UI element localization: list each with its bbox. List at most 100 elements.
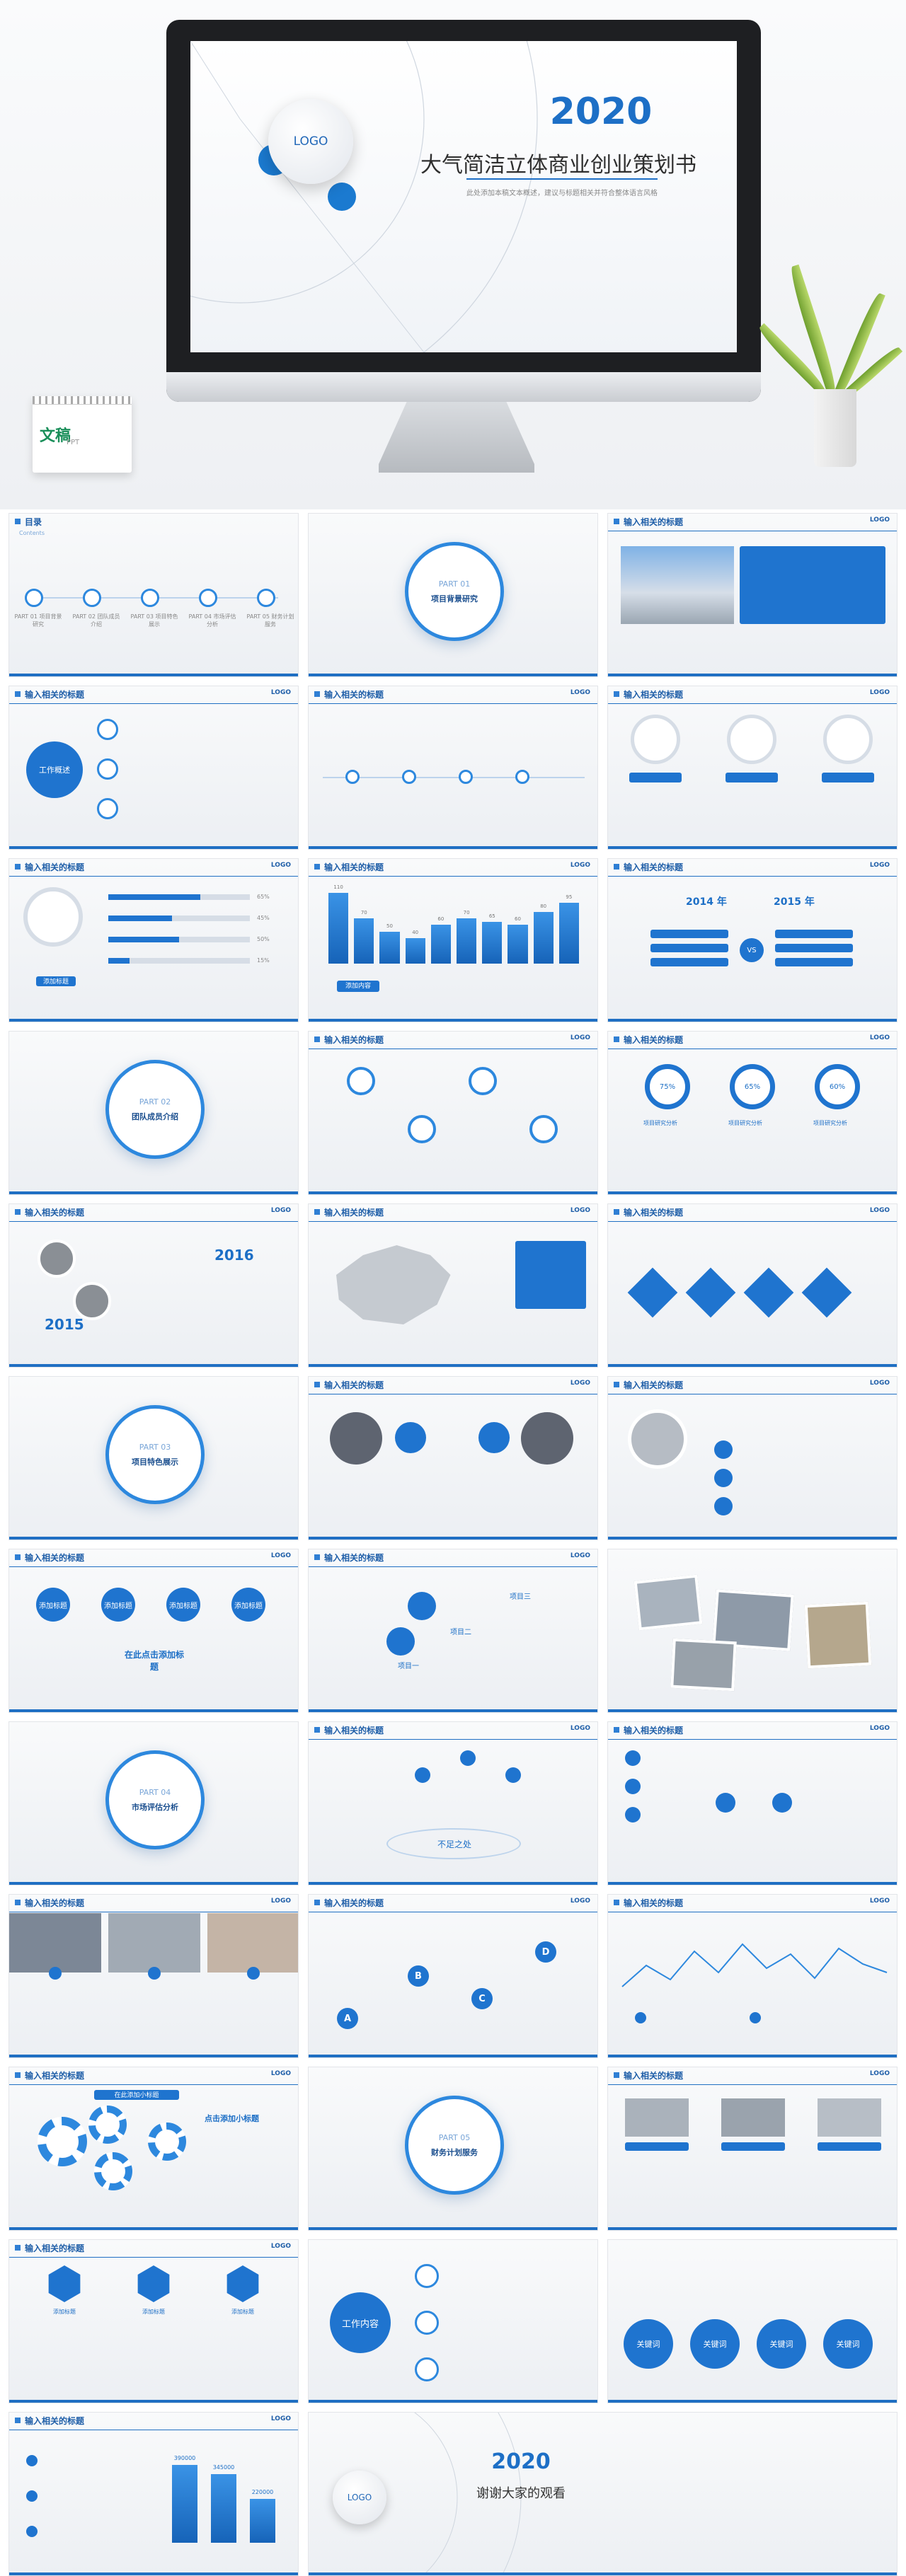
slide-work-photos[interactable]: 输入相关的标题 LOGO [8, 1894, 299, 2058]
slide-abcd[interactable]: 输入相关的标题 LOGO A B C D [308, 1894, 598, 2058]
slide-gallery[interactable] [607, 1549, 898, 1713]
slide-globe[interactable]: 输入相关的标题 LOGO [607, 1376, 898, 1540]
slide-part-05[interactable]: PART 05 财务计划服务 [308, 2067, 598, 2231]
list-marker[interactable] [714, 1469, 733, 1487]
add-title-circle[interactable]: 添加标题 [36, 1588, 70, 1622]
feature-icon[interactable] [408, 1115, 436, 1143]
feature-badge[interactable] [395, 1422, 426, 1453]
slide-timeline[interactable]: 输入相关的标题 LOGO 2016 2015 [8, 1203, 299, 1368]
oval-node[interactable] [460, 1750, 476, 1766]
robot-name-tag[interactable] [629, 773, 682, 782]
keyword-circle[interactable]: 关键词 [690, 2319, 740, 2369]
slide-building[interactable]: 输入相关的标题 LOGO [607, 513, 898, 677]
diamond-card[interactable] [627, 1267, 678, 1318]
columns-button[interactable]: 添加内容 [337, 981, 379, 992]
add-title-circle[interactable]: 添加标题 [101, 1588, 135, 1622]
add-title-circle[interactable]: 添加标题 [231, 1588, 265, 1622]
slide-map[interactable]: 输入相关的标题 LOGO [308, 1203, 598, 1368]
step-letter[interactable]: B [408, 1965, 429, 1987]
list-marker[interactable] [625, 1807, 641, 1823]
slide-line-chart[interactable]: 输入相关的标题 LOGO [607, 1894, 898, 2058]
slide-keywords[interactable]: 关键词 关键词 关键词 关键词 [607, 2239, 898, 2403]
slide-sections[interactable]: 输入相关的标题 LOGO 项目三 项目二 项目一 [308, 1549, 598, 1713]
toc-node[interactable] [83, 589, 101, 607]
oval-node[interactable] [505, 1767, 521, 1783]
slide-progress[interactable]: 输入相关的标题 LOGO 添加标题 65% 45% 50% 15% [8, 858, 299, 1022]
photo-marker[interactable] [49, 1967, 62, 1980]
team-label[interactable] [625, 2142, 689, 2151]
list-marker[interactable] [714, 1497, 733, 1515]
dot[interactable] [402, 770, 416, 784]
section-badge[interactable] [386, 1627, 415, 1656]
slide-dots[interactable]: 输入相关的标题 LOGO [308, 686, 598, 850]
slide-end[interactable]: LOGO 2020 谢谢大家的观看 [308, 2412, 898, 2576]
diamond-card[interactable] [801, 1267, 852, 1318]
slide-compare[interactable]: 输入相关的标题 LOGO 2014 年 2015 年 VS [607, 858, 898, 1022]
team-label[interactable] [818, 2142, 881, 2151]
list-marker[interactable] [625, 1750, 641, 1766]
progress-button[interactable]: 添加标题 [36, 976, 76, 986]
step-letter[interactable]: D [535, 1941, 556, 1963]
work-node[interactable] [415, 2264, 439, 2288]
slide-diamonds[interactable]: 输入相关的标题 LOGO [607, 1203, 898, 1368]
overview-node[interactable] [97, 758, 118, 780]
list-marker[interactable] [714, 1440, 733, 1459]
list-marker[interactable] [625, 1779, 641, 1794]
cover-slide[interactable]: LOGO 2020 大气简洁立体商业创业策划书 此处添加本稿文本概述，建议与标题… [190, 41, 737, 352]
slide-rings[interactable]: 输入相关的标题 LOGO 75% 65% 60% 项目研究分析 项目研究分析 项目… [607, 1031, 898, 1195]
photo-marker[interactable] [148, 1967, 161, 1980]
slide-columns[interactable]: 输入相关的标题 LOGO 110 70 50 40 60 70 65 60 80 95 添加内容 [308, 858, 598, 1022]
slide-part-03[interactable]: PART 03 项目特色展示 [8, 1376, 299, 1540]
toc-node[interactable] [257, 589, 275, 607]
feature-icon[interactable] [469, 1067, 497, 1095]
slide-robots[interactable]: 输入相关的标题 LOGO [607, 686, 898, 850]
hex-badge[interactable] [226, 2265, 259, 2302]
slide-part-04[interactable]: PART 04 市场评估分析 [8, 1721, 299, 1885]
overview-node[interactable] [97, 798, 118, 819]
team-label[interactable] [721, 2142, 785, 2151]
keyword-circle[interactable]: 关键词 [757, 2319, 806, 2369]
feature-icon[interactable] [529, 1115, 558, 1143]
slide-add-titles[interactable]: 输入相关的标题 LOGO 添加标题 添加标题 添加标题 添加标题 在此点击添加标题 [8, 1549, 299, 1713]
slide-work-overview[interactable]: 输入相关的标题 LOGO 工作概述 [8, 686, 299, 850]
dot[interactable] [345, 770, 360, 784]
work-node[interactable] [415, 2357, 439, 2381]
toc-node[interactable] [25, 589, 43, 607]
keyword-circle[interactable]: 关键词 [823, 2319, 873, 2369]
slide-oval[interactable]: 输入相关的标题 LOGO 不足之处 [308, 1721, 598, 1885]
step-letter[interactable]: A [337, 2008, 358, 2029]
click-to-add-title[interactable]: 在此点击添加标题 [124, 1650, 184, 1672]
slide-thumbs[interactable]: 输入相关的标题 LOGO [607, 1721, 898, 1885]
toc-node[interactable] [141, 589, 159, 607]
add-title-circle[interactable]: 添加标题 [166, 1588, 200, 1622]
dot[interactable] [515, 770, 529, 784]
robot-name-tag[interactable] [822, 773, 874, 782]
slide-gears[interactable]: 输入相关的标题 LOGO 在此添加小标题 点击添加小标题 [8, 2067, 299, 2231]
section-badge[interactable] [408, 1592, 436, 1620]
slide-work-content[interactable]: 工作内容 [308, 2239, 598, 2403]
photo-marker[interactable] [247, 1967, 260, 1980]
hex-badge[interactable] [48, 2265, 81, 2302]
toc-node[interactable] [199, 589, 217, 607]
slide-hex-cards[interactable]: 输入相关的标题 LOGO 添加标题 添加标题 添加标题 [8, 2239, 299, 2403]
slide-team[interactable]: 输入相关的标题 LOGO [607, 2067, 898, 2231]
overview-node[interactable] [97, 719, 118, 740]
slide-photos[interactable]: 输入相关的标题 LOGO [308, 1376, 598, 1540]
work-node[interactable] [415, 2311, 439, 2335]
robot-name-tag[interactable] [726, 773, 778, 782]
slide-part-02[interactable]: PART 02 团队成员介绍 [8, 1031, 299, 1195]
gear-tag[interactable]: 在此添加小标题 [94, 2090, 179, 2100]
diamond-card[interactable] [685, 1267, 736, 1318]
feature-icon[interactable] [347, 1067, 375, 1095]
slide-icon-grid[interactable]: 输入相关的标题 LOGO [308, 1031, 598, 1195]
step-letter[interactable]: C [471, 1988, 493, 2009]
dot[interactable] [459, 770, 473, 784]
hex-badge[interactable] [137, 2265, 170, 2302]
slide-toc[interactable]: 目录 Contents PART 01 项目背景研究 PART 02 团队成员介… [8, 513, 299, 677]
slide-bar3[interactable]: 输入相关的标题 LOGO 390000 345000 220000 [8, 2412, 299, 2576]
keyword-circle[interactable]: 关键词 [624, 2319, 673, 2369]
slide-part-01[interactable]: PART 01 项目背景研究 [308, 513, 598, 677]
oval-node[interactable] [415, 1767, 430, 1783]
feature-badge[interactable] [478, 1422, 510, 1453]
diamond-card[interactable] [743, 1267, 794, 1318]
